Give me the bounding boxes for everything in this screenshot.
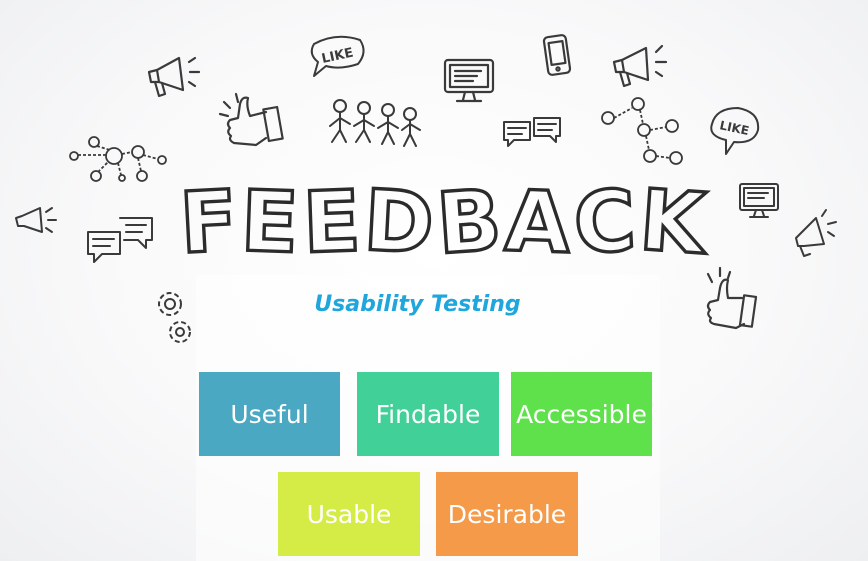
heading-letter: A <box>502 170 574 274</box>
people-group-icon <box>326 98 422 148</box>
megaphone-icon <box>608 40 670 92</box>
megaphone-icon <box>12 204 62 240</box>
heading-letter: F <box>176 170 242 274</box>
quality-box-findable: Findable <box>357 372 499 456</box>
feedback-heading: F E E D B A C K <box>176 169 710 275</box>
quality-box-desirable: Desirable <box>436 472 578 556</box>
quality-label: Findable <box>375 399 481 429</box>
heading-letter: E <box>299 170 363 273</box>
megaphone-icon <box>788 208 838 260</box>
like-bubble-label: LIKE <box>320 46 354 67</box>
quality-label: Accessible <box>516 399 647 429</box>
chat-bubbles-icon <box>500 114 564 154</box>
chat-bubbles-icon <box>84 214 158 266</box>
quality-label: Usable <box>306 499 392 529</box>
like-bubble-label: LIKE <box>718 118 750 138</box>
heading-letter: E <box>238 170 302 273</box>
network-nodes-icon <box>596 96 688 172</box>
subtitle: Usability Testing <box>314 292 521 317</box>
like-bubble-icon: LIKE <box>306 30 370 82</box>
thumbs-up-icon <box>216 90 288 154</box>
heading-letter: K <box>635 169 710 275</box>
megaphone-icon <box>143 52 203 102</box>
heading-letter: C <box>570 170 640 274</box>
smartphone-icon <box>540 32 576 78</box>
quality-box-usable: Usable <box>278 472 420 556</box>
quality-label: Desirable <box>447 499 567 529</box>
monitor-icon <box>736 180 782 222</box>
quality-box-accessible: Accessible <box>511 372 652 456</box>
quality-label: Useful <box>230 399 309 429</box>
quality-box-useful: Useful <box>199 372 340 456</box>
network-nodes-icon <box>66 132 170 188</box>
heading-letter: B <box>432 169 506 275</box>
like-bubble-icon: LIKE <box>706 104 764 160</box>
gears-icon <box>152 286 200 350</box>
heading-letter: D <box>360 170 438 275</box>
thumbs-up-icon <box>700 266 764 334</box>
monitor-icon <box>441 56 497 106</box>
